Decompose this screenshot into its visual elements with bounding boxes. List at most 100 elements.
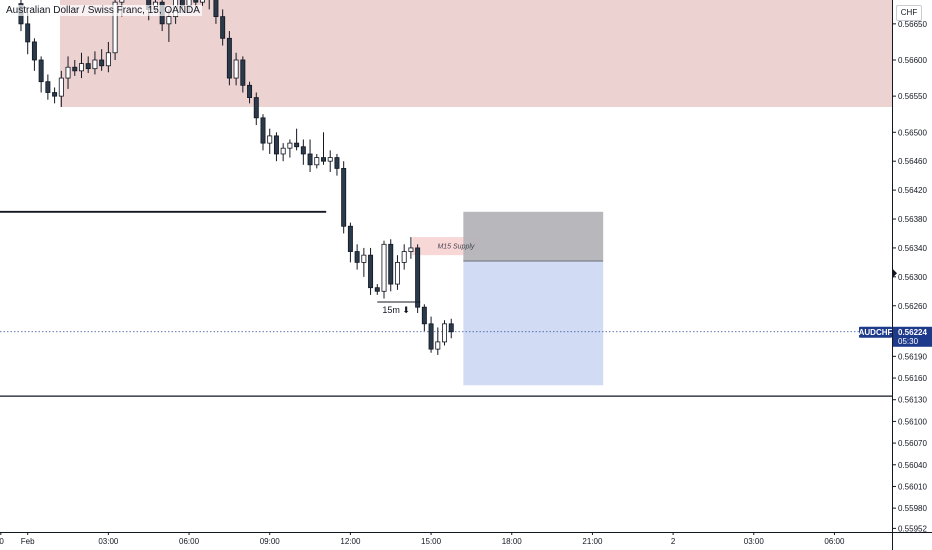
candle-body: [92, 59, 98, 70]
supply-zone: [59, 0, 893, 107]
price-tick-label: 0.56600: [898, 56, 927, 65]
price-tick-label: 0.56070: [898, 439, 927, 448]
candle-body: [226, 37, 232, 79]
candle-body: [166, 16, 172, 25]
stop-loss-zone: [463, 211, 604, 261]
price-tick-label: 0.56010: [898, 482, 927, 491]
current-price-tag: [893, 326, 932, 347]
candle-body: [321, 157, 326, 162]
current-price-value: 0.56224: [898, 328, 927, 337]
time-tick-label: 18:00: [502, 537, 523, 546]
time-tick-label: 2: [671, 537, 676, 546]
currency-badge[interactable]: CHF: [896, 5, 922, 21]
candle-body: [38, 59, 44, 83]
candle-body: [58, 77, 64, 97]
price-tick-label: 0.56500: [898, 128, 927, 137]
time-tick-label: 06:00: [179, 537, 200, 546]
candle-body: [65, 66, 71, 79]
candle-body: [52, 92, 58, 97]
candle-body: [327, 157, 333, 162]
time-tick-label: 12:00: [340, 537, 361, 546]
candle-body: [307, 153, 313, 166]
candle-body: [193, 0, 199, 3]
price-tick-label: 0.56550: [898, 92, 927, 101]
time-tick-label: 09:00: [260, 537, 281, 546]
price-tick-label: 0.55952: [898, 524, 927, 533]
price-tick-label: 0.56130: [898, 396, 927, 405]
candle-body: [374, 287, 380, 292]
candle-body: [78, 63, 84, 72]
target-zone: [463, 260, 604, 386]
candle-body: [112, 1, 118, 54]
time-tick-label: 03:00: [98, 537, 119, 546]
candle-body: [247, 84, 253, 98]
time-tick-label: Feb: [21, 537, 35, 546]
price-tick-label: 0.56190: [898, 352, 927, 361]
price-tick-label: 0.56420: [898, 186, 927, 195]
timeframe-annotation: 15m ⬇: [382, 305, 410, 315]
candle-body: [280, 147, 286, 155]
candle-body: [347, 225, 353, 252]
time-tick-label: 06:00: [824, 537, 845, 546]
candle-body: [220, 16, 226, 39]
price-tick-label: 0.56260: [898, 302, 927, 311]
candle-body: [448, 323, 454, 333]
candle-body: [99, 59, 105, 67]
candle-body: [334, 157, 340, 169]
candle-body: [267, 135, 273, 144]
candle-body: [314, 157, 320, 166]
price-tick-label: 0.56340: [898, 244, 927, 253]
chart-title[interactable]: Australian Dollar / Swiss Franc, 15, OAN…: [4, 5, 202, 16]
candle-body: [119, 0, 125, 3]
price-tick-label: 0.56160: [898, 374, 927, 383]
candle-body: [25, 23, 31, 43]
symbol-tag: [859, 326, 892, 338]
price-tick-label: 0.56040: [898, 461, 927, 470]
candle-body: [287, 142, 293, 149]
time-tick-label: 03:00: [744, 537, 765, 546]
price-tick-label: 0.56300: [898, 273, 927, 282]
candle-body: [341, 168, 347, 227]
bar-countdown: 05:30: [898, 337, 919, 346]
m15-supply-zone: [412, 237, 480, 256]
candle-body: [253, 97, 259, 119]
candle-body: [273, 135, 279, 155]
m15-supply-label: M15 Supply: [437, 244, 474, 251]
candle-body: [45, 81, 51, 93]
candle-body: [105, 52, 111, 67]
time-tick-label: :00: [0, 537, 4, 546]
time-tick-label: 15:00: [421, 537, 442, 546]
candle-body: [260, 117, 266, 144]
candle-body: [428, 323, 434, 350]
candle-body: [415, 247, 421, 308]
candle-body: [401, 251, 407, 263]
candle-body: [240, 59, 246, 86]
candle-body: [85, 63, 91, 70]
candle-body: [294, 142, 300, 148]
candle-body: [421, 306, 427, 325]
price-tick-label: 0.56380: [898, 215, 927, 224]
candle-body: [72, 66, 78, 72]
price-tick-label: 0.56650: [898, 20, 927, 29]
candle-body: [361, 254, 367, 263]
candle-body: [381, 243, 387, 292]
candle-body: [200, 0, 205, 3]
candle-body: [368, 254, 374, 289]
price-tick-label: 0.55980: [898, 504, 927, 513]
candle-body: [442, 323, 448, 343]
candle-body: [408, 247, 414, 252]
candle-body: [388, 243, 394, 285]
symbol-tag-label: AUDCHF: [859, 328, 893, 337]
price-tick-label: 0.56460: [898, 157, 927, 166]
candle-body: [354, 251, 360, 263]
candle-body: [300, 146, 306, 155]
price-tick-label: 0.56100: [898, 417, 927, 426]
candle-body: [435, 341, 441, 350]
candle-body: [233, 59, 239, 79]
scale-marker-icon: [893, 269, 897, 278]
candle-body: [213, 0, 219, 18]
candle-body: [31, 41, 37, 61]
time-tick-label: 21:00: [582, 537, 603, 546]
